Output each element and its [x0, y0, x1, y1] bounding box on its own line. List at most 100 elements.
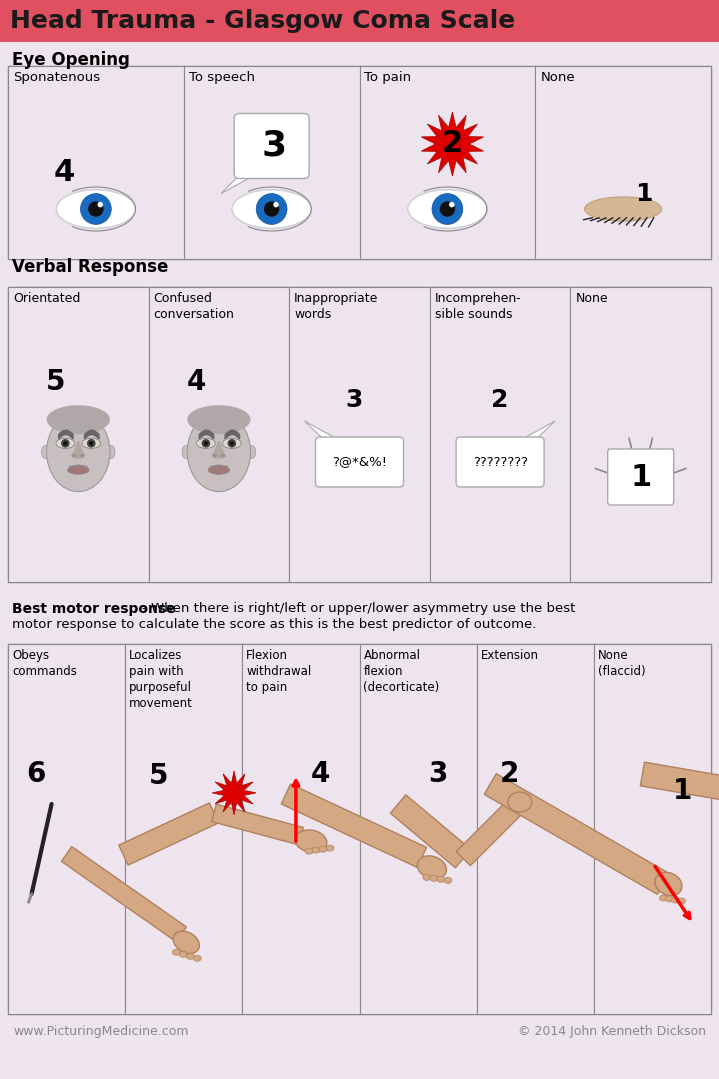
- Bar: [184, 66, 360, 259]
- Bar: [477, 644, 594, 1014]
- Text: To speech: To speech: [189, 71, 255, 84]
- Ellipse shape: [108, 446, 115, 459]
- Ellipse shape: [80, 454, 85, 457]
- Polygon shape: [305, 421, 344, 443]
- FancyBboxPatch shape: [316, 437, 403, 487]
- Bar: [8, 644, 711, 1014]
- Text: ?@*&%!: ?@*&%!: [332, 455, 387, 468]
- Circle shape: [61, 439, 70, 448]
- Circle shape: [432, 193, 463, 224]
- Ellipse shape: [42, 446, 49, 459]
- Text: To pain: To pain: [365, 71, 411, 84]
- Text: 5: 5: [149, 762, 168, 790]
- Ellipse shape: [659, 894, 667, 901]
- Ellipse shape: [56, 438, 75, 449]
- Ellipse shape: [221, 454, 226, 457]
- Text: 1: 1: [672, 777, 692, 805]
- Bar: [535, 66, 711, 259]
- Text: 3: 3: [428, 760, 447, 788]
- Bar: [8, 644, 125, 1014]
- Text: 1: 1: [635, 182, 653, 206]
- Circle shape: [449, 202, 454, 207]
- Ellipse shape: [182, 446, 189, 459]
- Text: 1: 1: [630, 463, 651, 492]
- Bar: [8, 66, 711, 259]
- Ellipse shape: [47, 406, 110, 434]
- Bar: [594, 644, 711, 1014]
- Bar: [8, 287, 149, 582]
- Bar: [360, 66, 535, 259]
- Ellipse shape: [71, 454, 76, 457]
- Polygon shape: [390, 795, 471, 868]
- Text: 3: 3: [261, 129, 286, 163]
- Bar: [242, 644, 360, 1014]
- Ellipse shape: [666, 896, 674, 902]
- Ellipse shape: [319, 846, 327, 852]
- Circle shape: [256, 193, 287, 224]
- Text: None
(flaccid): None (flaccid): [597, 648, 646, 678]
- Ellipse shape: [56, 190, 135, 229]
- Text: 3: 3: [346, 388, 363, 412]
- Text: Incomprehen-
sible sounds: Incomprehen- sible sounds: [435, 292, 521, 320]
- Text: 2: 2: [491, 388, 509, 412]
- Circle shape: [273, 202, 279, 207]
- Text: www.PicturingMedicine.com: www.PicturingMedicine.com: [13, 1025, 188, 1038]
- Bar: [570, 287, 711, 582]
- Ellipse shape: [444, 877, 452, 884]
- Polygon shape: [641, 762, 719, 822]
- Bar: [125, 644, 242, 1014]
- Polygon shape: [421, 112, 484, 176]
- Ellipse shape: [430, 875, 438, 882]
- Text: 2: 2: [500, 760, 520, 788]
- Ellipse shape: [212, 454, 217, 457]
- FancyBboxPatch shape: [456, 437, 544, 487]
- Circle shape: [88, 202, 104, 217]
- Bar: [8, 287, 711, 582]
- Text: 4: 4: [187, 368, 206, 396]
- Circle shape: [440, 202, 455, 217]
- Text: None: None: [575, 292, 608, 305]
- Polygon shape: [485, 774, 669, 894]
- Ellipse shape: [417, 856, 446, 879]
- Text: - When there is right/left or upper/lower asymmetry use the best: - When there is right/left or upper/lowe…: [142, 602, 575, 615]
- Text: Inappropriate
words: Inappropriate words: [294, 292, 379, 320]
- Bar: [360, 644, 477, 1014]
- Text: 6: 6: [27, 760, 46, 788]
- Text: Eye Opening: Eye Opening: [12, 51, 130, 69]
- Text: 4: 4: [311, 760, 330, 788]
- Circle shape: [98, 202, 103, 207]
- Text: © 2014 John Kenneth Dickson: © 2014 John Kenneth Dickson: [518, 1025, 706, 1038]
- Ellipse shape: [179, 952, 187, 957]
- FancyBboxPatch shape: [608, 449, 674, 505]
- Text: Orientated: Orientated: [13, 292, 81, 305]
- Ellipse shape: [222, 438, 241, 449]
- Ellipse shape: [193, 955, 201, 961]
- Text: Extension: Extension: [481, 648, 539, 663]
- Circle shape: [81, 193, 111, 224]
- Ellipse shape: [173, 931, 199, 954]
- Polygon shape: [515, 421, 555, 443]
- Circle shape: [227, 439, 236, 448]
- Polygon shape: [119, 803, 219, 865]
- Text: Best motor response: Best motor response: [12, 602, 175, 616]
- Text: motor response to calculate the score as this is the best predictor of outcome.: motor response to calculate the score as…: [12, 618, 536, 631]
- Ellipse shape: [423, 874, 431, 880]
- Polygon shape: [61, 847, 186, 942]
- Text: Abnormal
flexion
(decorticate): Abnormal flexion (decorticate): [364, 648, 440, 694]
- Ellipse shape: [585, 196, 661, 221]
- Ellipse shape: [408, 190, 487, 229]
- Circle shape: [264, 202, 279, 217]
- Text: 2: 2: [441, 129, 463, 159]
- Ellipse shape: [508, 792, 532, 812]
- Ellipse shape: [672, 897, 679, 903]
- Ellipse shape: [655, 873, 682, 896]
- Polygon shape: [221, 172, 261, 193]
- Circle shape: [87, 439, 96, 448]
- FancyBboxPatch shape: [234, 113, 309, 178]
- Bar: [0, 0, 719, 42]
- Circle shape: [229, 441, 234, 446]
- Ellipse shape: [437, 876, 445, 883]
- Ellipse shape: [173, 950, 180, 955]
- Bar: [289, 287, 430, 582]
- Text: Flexion
withdrawal
to pain: Flexion withdrawal to pain: [247, 648, 311, 694]
